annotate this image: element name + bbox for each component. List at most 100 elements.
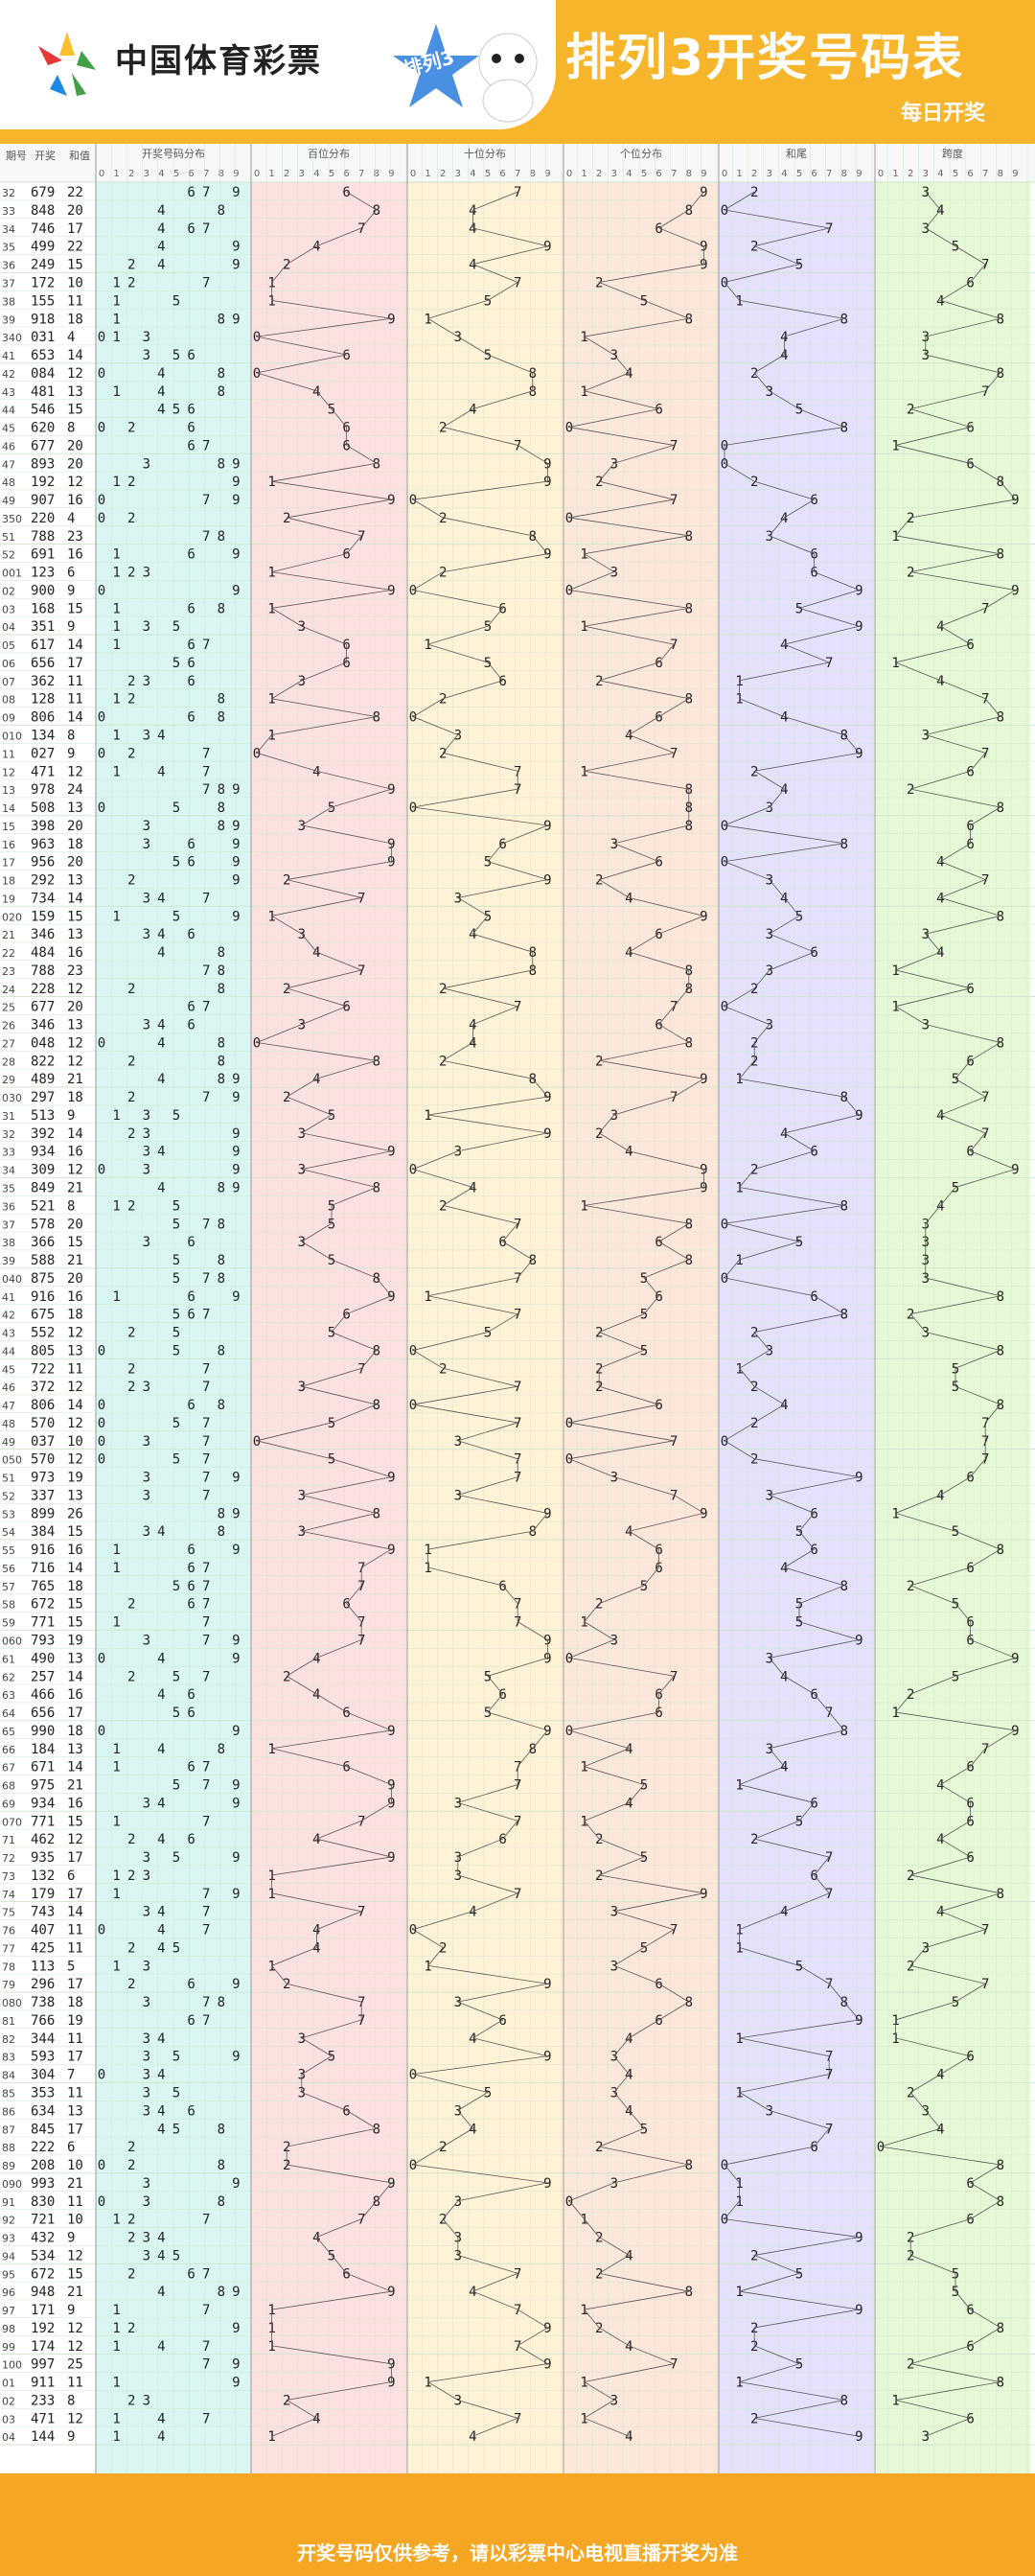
draw-number: 935 xyxy=(31,1850,55,1866)
trend-mark: 5 xyxy=(640,293,648,309)
trend-mark: 3 xyxy=(298,619,306,635)
draw-number: 691 xyxy=(31,547,55,563)
trend-mark: 3 xyxy=(766,1488,773,1503)
trend-mark: 2 xyxy=(439,692,447,708)
trend-mark: 7 xyxy=(514,185,521,200)
issue-number: 25 xyxy=(2,1002,15,1014)
trend-mark: 7 xyxy=(670,2357,678,2373)
issue-number: 89 xyxy=(2,2160,15,2172)
dist-mark: 9 xyxy=(232,1090,240,1105)
dist-mark: 1 xyxy=(112,2303,120,2318)
trend-mark: 2 xyxy=(750,982,758,997)
dist-mark: 9 xyxy=(232,873,240,889)
trend-mark: 8 xyxy=(997,2158,1004,2173)
trend-mark: 4 xyxy=(625,945,632,961)
dist-mark: 0 xyxy=(98,1923,105,1938)
trend-mark: 0 xyxy=(565,1651,573,1666)
trend-mark: 3 xyxy=(454,330,462,345)
trend-mark: 4 xyxy=(312,2411,320,2426)
trend-mark: 1 xyxy=(891,656,899,671)
table-row: 44 546 15 54 6 5 4 6 5 2 xyxy=(2,403,914,418)
sum-value: 9 xyxy=(67,2429,75,2445)
trend-mark: 3 xyxy=(922,1326,930,1341)
trend-mark: 8 xyxy=(997,475,1004,490)
trend-mark: 8 xyxy=(529,1524,537,1540)
draw-number: 552 xyxy=(31,1326,55,1341)
trend-mark: 8 xyxy=(685,1035,693,1051)
table-row: 35 849 21 84 9 8 4 9 1 5 xyxy=(2,1181,959,1196)
trend-mark: 7 xyxy=(981,1742,989,1757)
sum-value: 8 xyxy=(67,1198,75,1214)
dist-mark: 8 xyxy=(218,710,225,726)
trend-mark: 2 xyxy=(439,566,447,581)
issue-number: 83 xyxy=(2,2052,15,2064)
issue-number: 88 xyxy=(2,2142,15,2154)
issue-number: 71 xyxy=(2,1834,15,1846)
digit-header: 4 xyxy=(937,169,943,179)
table-row: 06 656 17 65 6 5 6 7 1 xyxy=(2,656,900,671)
trend-mark: 3 xyxy=(298,1018,306,1033)
trend-mark: 6 xyxy=(342,2266,350,2282)
dist-mark: 0 xyxy=(98,1416,105,1431)
dist-mark: 7 xyxy=(202,2213,210,2228)
dist-mark: 6 xyxy=(187,1308,195,1323)
table-row: 54 384 15 3 84 3 8 4 5 5 xyxy=(2,1524,959,1540)
section-bg xyxy=(719,144,874,2473)
trend-mark: 4 xyxy=(936,2122,944,2137)
trend-mark: 6 xyxy=(655,1561,662,1576)
dist-mark: 2 xyxy=(127,2321,135,2336)
trend-mark: 6 xyxy=(498,1832,506,1847)
trend-mark: 6 xyxy=(810,566,817,581)
trend-mark: 0 xyxy=(409,493,417,508)
digit-header: 8 xyxy=(530,169,536,179)
sum-value: 5 xyxy=(67,1959,75,1974)
sum-value: 21 xyxy=(67,1181,83,1196)
draw-number: 462 xyxy=(31,1832,55,1847)
trend-mark: 8 xyxy=(997,1887,1004,1902)
trend-mark: 9 xyxy=(855,2303,862,2318)
sum-value: 9 xyxy=(67,1108,75,1124)
trend-mark: 9 xyxy=(855,2231,862,2246)
sum-value: 14 xyxy=(67,1126,83,1142)
trend-mark: 6 xyxy=(498,601,506,616)
digit-header: 3 xyxy=(455,169,461,179)
draw-number: 672 xyxy=(31,2266,55,2282)
draw-number: 471 xyxy=(31,2411,55,2426)
digit-header: 7 xyxy=(826,169,832,179)
trend-mark: 5 xyxy=(952,1072,959,1087)
trend-mark: 6 xyxy=(810,2140,817,2155)
trend-mark: 0 xyxy=(721,819,728,834)
sum-value: 12 xyxy=(67,2411,83,2426)
trend-mark: 8 xyxy=(997,710,1004,726)
issue-number: 76 xyxy=(2,1925,15,1938)
issue-number: 34 xyxy=(2,1165,15,1177)
dist-mark: 0 xyxy=(98,2068,105,2083)
trend-mark: 2 xyxy=(283,258,290,273)
trend-mark: 4 xyxy=(936,891,944,906)
trend-mark: 7 xyxy=(514,1471,521,1486)
sum-value: 13 xyxy=(67,1343,83,1358)
trend-mark: 6 xyxy=(342,1760,350,1775)
draw-number: 875 xyxy=(31,1271,55,1287)
sum-value: 18 xyxy=(67,1995,83,2010)
table-row: 92 721 10 721 7 2 1 0 6 xyxy=(2,2213,975,2228)
issue-number: 36 xyxy=(2,260,15,272)
table-row: 99 174 12 1 74 1 7 4 2 6 xyxy=(2,2339,975,2355)
trend-mark: 3 xyxy=(922,2429,930,2445)
sum-value: 17 xyxy=(67,1850,83,1866)
trend-mark: 4 xyxy=(936,619,944,635)
trend-mark: 9 xyxy=(543,819,551,834)
dist-mark: 9 xyxy=(232,1796,240,1811)
table-row: 14 508 13 50 8 5 0 8 3 8 xyxy=(2,801,1004,816)
draw-number: 993 xyxy=(31,2176,55,2192)
dist-mark: 8 xyxy=(218,529,225,545)
dist-mark: 6 xyxy=(187,855,195,870)
draw-number: 743 xyxy=(31,1905,55,1920)
dist-mark: 5 xyxy=(172,2086,180,2101)
table-row: 04 144 9 1 4 1 4 4 9 3 xyxy=(2,2429,930,2445)
issue-number: 090 xyxy=(2,2178,22,2191)
trend-mark: 6 xyxy=(966,1471,974,1486)
draw-number: 344 xyxy=(31,2031,55,2047)
dist-mark: 4 xyxy=(157,221,165,237)
draw-number: 508 xyxy=(31,801,55,816)
